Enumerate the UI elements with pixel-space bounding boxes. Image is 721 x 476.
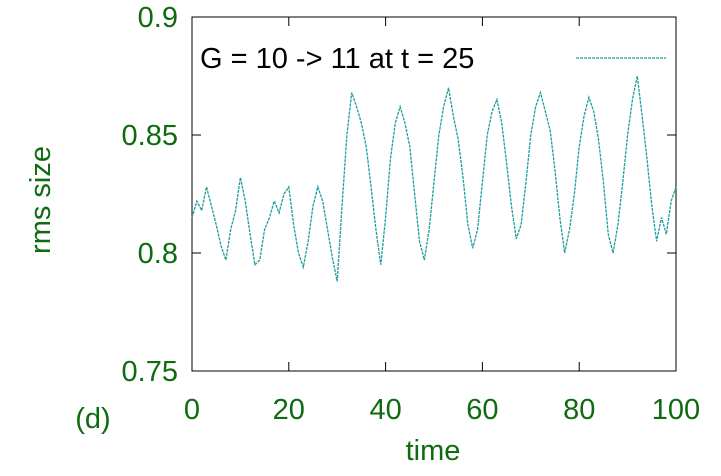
data-line [191,75,677,282]
x-tick-label: 0 [184,394,200,426]
plot-frame [191,16,677,372]
x-axis-label: time [406,435,461,467]
legend-label: G = 10 -> 11 at t = 25 [200,43,474,75]
x-tick-label: 60 [466,394,498,426]
y-axis-label: rms size [25,146,57,254]
x-tick-label: 80 [563,394,595,426]
y-tick-label: 0.8 [138,238,178,270]
y-tick-label: 0.85 [122,120,178,152]
y-tick-label: 0.9 [138,2,178,34]
x-tick-label: 100 [652,394,700,426]
x-tick-label: 20 [273,394,305,426]
y-tick-label: 0.75 [122,356,178,388]
x-tick-label: 40 [369,394,401,426]
panel-label: (d) [75,403,110,435]
